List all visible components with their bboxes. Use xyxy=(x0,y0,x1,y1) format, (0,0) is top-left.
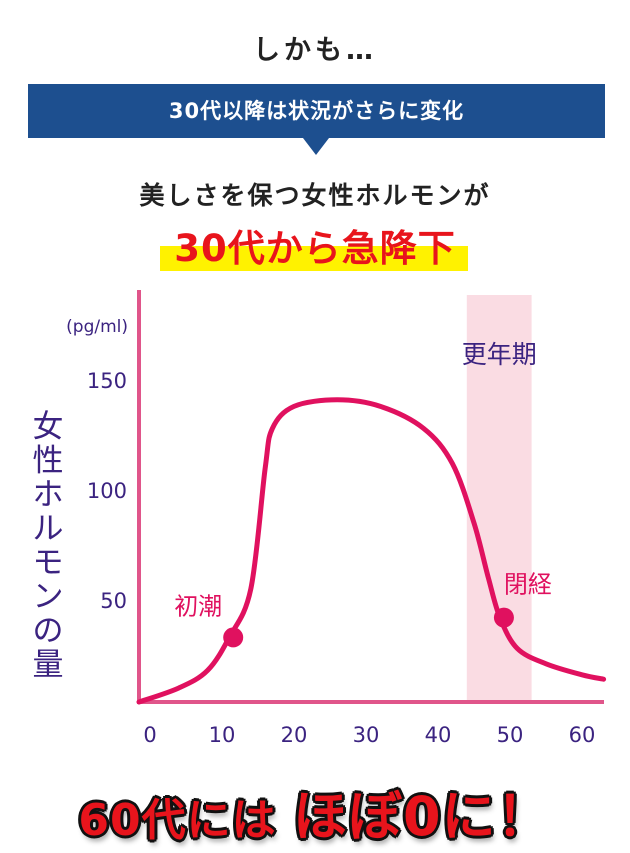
x-tick-label: 20 xyxy=(281,723,308,747)
footer-part1: 60代には xyxy=(78,795,277,846)
menopause-band xyxy=(466,295,532,702)
y-tick-label: 50 xyxy=(100,589,127,613)
marker-label: 初潮 xyxy=(174,592,222,620)
footer-part2: ほぼ0に！ xyxy=(292,785,552,848)
hormone-chart: 更年期 (pg/ml) 50 100 150 0 10 20 30 40 50 60 初潮 閉経 xyxy=(66,290,607,747)
x-tick-label: 30 xyxy=(353,723,380,747)
y-axis-label: 女性ホルモンの量 xyxy=(32,409,64,683)
hormone-curve xyxy=(136,397,607,705)
y-tick-label: 150 xyxy=(87,369,127,393)
x-tick-label: 40 xyxy=(425,723,452,747)
x-tick-label: 50 xyxy=(497,723,524,747)
banner-pointer xyxy=(303,138,329,155)
headline-emphasis: 30代から急降下 xyxy=(174,227,456,270)
marker-point xyxy=(493,607,514,628)
x-tick-label: 60 xyxy=(569,723,596,747)
unit-label: (pg/ml) xyxy=(66,317,128,337)
intro-text: しかも… xyxy=(253,35,377,66)
y-tick-label: 100 xyxy=(87,479,127,503)
footer-message: 60代には ほぼ0に！ xyxy=(0,772,630,851)
highlight-bar xyxy=(160,246,468,271)
x-tick-label: 0 xyxy=(143,723,156,747)
x-tick-label: 10 xyxy=(209,723,236,747)
marker-point xyxy=(223,627,244,648)
marker-label: 閉経 xyxy=(504,571,552,599)
band-label: 更年期 xyxy=(462,340,537,369)
banner: 30代以降は状況がさらに変化 xyxy=(28,84,605,138)
headline: 美しさを保つ女性ホルモンが xyxy=(139,181,491,210)
